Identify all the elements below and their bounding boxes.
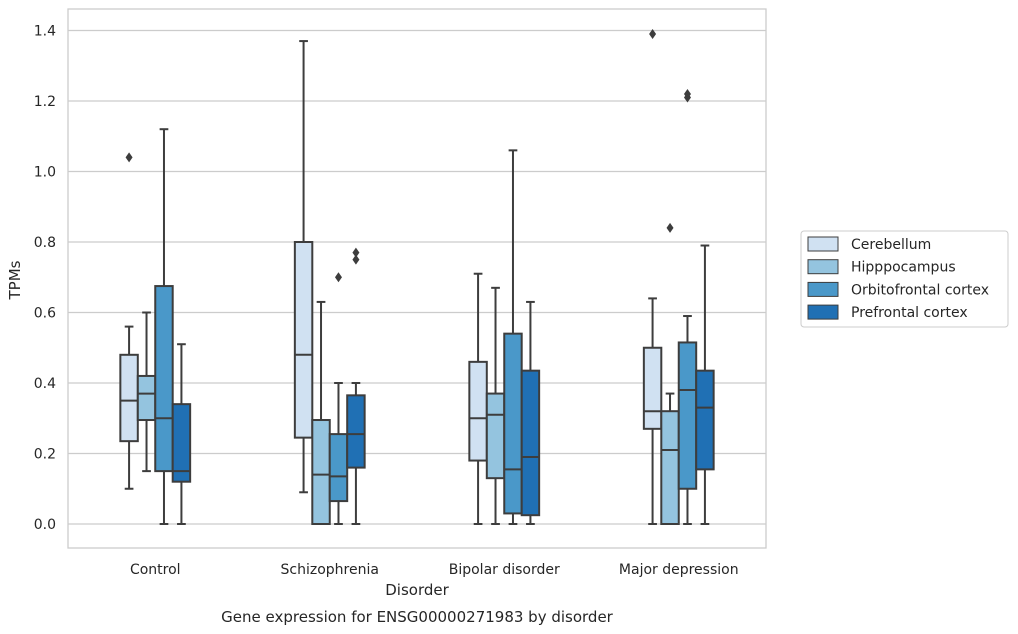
box-body <box>171 403 192 483</box>
box <box>642 29 663 525</box>
box <box>311 300 331 526</box>
box-body <box>119 353 139 443</box>
legend-frame <box>800 230 1009 328</box>
box <box>503 149 523 525</box>
box-series <box>119 29 715 526</box>
box-body <box>677 341 698 490</box>
legend: Cerebellum Hipppocampus Orbitofrontal cort… <box>800 230 1009 328</box>
series-hipppocampus <box>136 222 680 526</box>
legend-label: Orbitofrontal cortex <box>851 282 989 298</box>
y-axis-title: TPMs <box>6 260 24 300</box>
box-body <box>468 360 488 462</box>
x-tick-label: Control <box>130 562 181 578</box>
y-tick-label: 1.0 <box>34 165 56 181</box>
y-axis-ticks: 0.0 0.2 0.4 0.6 0.8 1.0 1.2 1.4 <box>34 24 56 534</box>
box <box>346 247 366 525</box>
box-body <box>642 346 663 430</box>
legend-label: Prefrontal cortex <box>851 305 968 321</box>
box-body <box>695 369 715 471</box>
x-axis-title: Disorder <box>385 581 449 599</box>
y-tick-label: 0.0 <box>34 517 56 533</box>
legend-swatch <box>807 304 839 320</box>
box <box>136 311 157 473</box>
legend-swatch <box>807 259 839 275</box>
x-tick-label: Bipolar disorder <box>449 562 560 578</box>
legend-label: Hipppocampus <box>851 260 956 276</box>
x-axis-ticks: Control Schizophrenia Bipolar disorder Majo… <box>130 562 739 578</box>
box-body <box>293 241 314 439</box>
box-body <box>485 392 506 480</box>
box-body <box>311 419 331 526</box>
y-tick-label: 1.4 <box>34 24 56 40</box>
outlier-point <box>666 222 674 233</box>
box-body <box>136 374 157 422</box>
y-tick-label: 0.6 <box>34 306 56 322</box>
box <box>468 272 488 525</box>
box <box>328 272 349 525</box>
outlier-point <box>334 272 342 283</box>
box-body <box>520 369 541 517</box>
box-body <box>503 332 523 515</box>
outlier-point <box>352 247 360 258</box>
outlier-point <box>352 254 360 265</box>
series-cerebellum <box>119 29 663 525</box>
box <box>154 128 174 525</box>
series-orbitofrontal-cortex <box>154 88 698 525</box>
box <box>171 343 192 525</box>
box <box>293 40 314 494</box>
legend-swatch <box>807 281 839 297</box>
y-tick-label: 0.2 <box>34 447 56 463</box>
x-tick-label: Schizophrenia <box>281 562 379 578</box>
outlier-point <box>683 88 691 99</box>
box <box>677 88 698 525</box>
box-body <box>154 285 174 473</box>
outlier-point <box>125 152 133 163</box>
legend-swatch <box>807 236 839 252</box>
box <box>485 286 506 525</box>
box <box>119 152 139 490</box>
y-tick-label: 0.8 <box>34 235 56 251</box>
box <box>520 300 541 525</box>
chart-caption: Gene expression for ENSG00000271983 by d… <box>221 608 614 626</box>
y-tick-label: 0.4 <box>34 376 56 392</box>
outlier-point <box>649 29 657 40</box>
box <box>660 222 680 526</box>
series-prefrontal-cortex <box>171 244 715 525</box>
legend-label: Cerebellum <box>851 237 931 253</box>
box <box>695 244 715 525</box>
y-tick-label: 1.2 <box>34 94 56 110</box>
box-body <box>328 433 349 503</box>
x-tick-label: Major depression <box>619 562 739 578</box>
box-body <box>346 394 366 469</box>
plot-frame <box>67 8 767 549</box>
box-body <box>660 410 680 526</box>
